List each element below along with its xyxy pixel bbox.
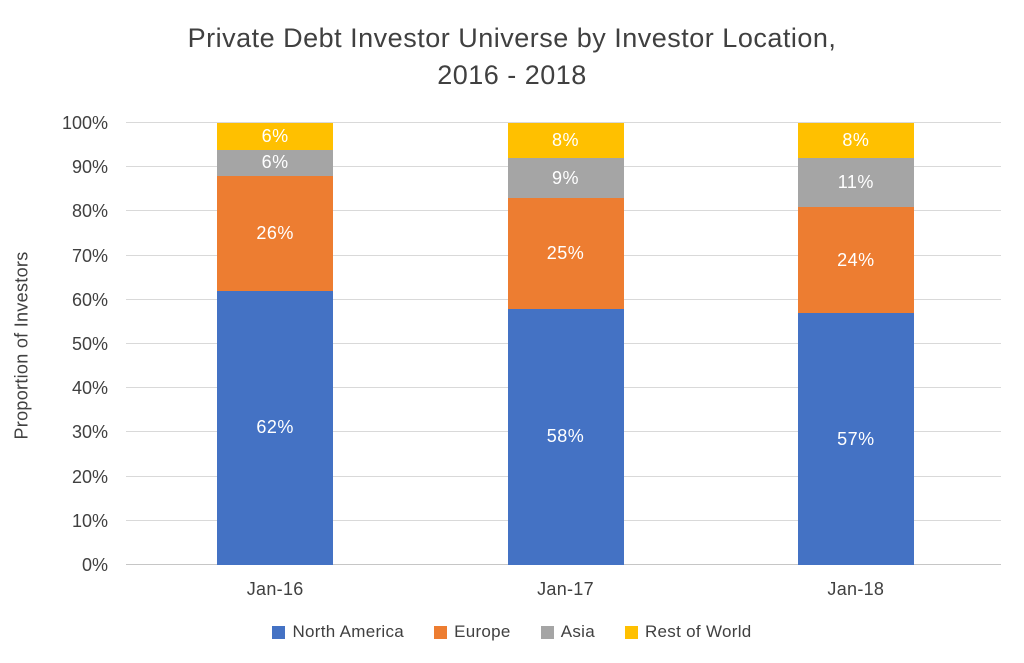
legend-item-europe: Europe	[434, 622, 511, 642]
gridline	[126, 122, 1001, 123]
legend-label: North America	[292, 622, 405, 641]
legend: North America Europe Asia Rest of World	[0, 622, 1024, 642]
bar-segment-rest-of-world: 6%	[217, 123, 334, 150]
y-tick-label: 0%	[81, 555, 108, 575]
y-axis-tick-labels: 0% 10% 20% 30% 40% 50% 60% 70% 80% 90% 100%	[0, 114, 108, 574]
legend-item-north-america: North America	[272, 622, 404, 642]
data-label: 6%	[261, 152, 289, 173]
y-tick-label: 10%	[71, 510, 108, 531]
x-tick-label-Jan-18: Jan-18	[827, 579, 885, 599]
data-label: 24%	[837, 249, 875, 270]
bar-segment-asia: 9%	[507, 158, 624, 199]
stacked-bar-Jan-16: 62% 26% 6% 6%	[217, 123, 334, 565]
data-label: 8%	[842, 130, 870, 151]
y-tick-label: 40%	[71, 378, 108, 399]
y-tick-label: 30%	[71, 422, 108, 443]
y-tick-label: 80%	[71, 201, 108, 222]
bar-segment-europe: 26%	[217, 176, 334, 291]
legend-label: Asia	[560, 622, 595, 641]
data-label: 26%	[256, 223, 294, 244]
legend-label: Rest of World	[644, 622, 752, 641]
legend-item-asia: Asia	[540, 622, 595, 642]
bar-segment-europe: 24%	[797, 206, 914, 314]
legend-swatch-icon	[434, 625, 448, 639]
bar-segment-rest-of-world: 8%	[507, 123, 624, 159]
legend-label: Europe	[454, 622, 511, 641]
stacked-bar-Jan-18: 57% 24% 11% 8%	[797, 123, 914, 565]
chart-title: Private Debt Investor Universe by Invest…	[187, 23, 837, 90]
data-label: 8%	[551, 130, 579, 151]
bar-segment-europe: 25%	[507, 198, 624, 309]
bar-segment-north-america: 57%	[797, 313, 914, 565]
y-tick-label: 90%	[71, 157, 108, 178]
data-label: 25%	[546, 242, 585, 263]
legend-item-rest-of-world: Rest of World	[624, 622, 752, 642]
plot-area: 62% 26% 6% 6% 58% 25% 9% 8% 57% 24% 11% 8%	[126, 122, 1001, 565]
data-label: 9%	[551, 167, 579, 188]
x-tick-label-Jan-17: Jan-17	[537, 579, 594, 599]
stacked-bar-Jan-17: 58% 25% 9% 8%	[507, 123, 624, 565]
data-label: 57%	[837, 428, 875, 449]
bar-segment-rest-of-world: 8%	[797, 123, 914, 159]
legend-swatch-icon	[540, 625, 554, 639]
bar-segment-asia: 6%	[217, 149, 334, 177]
legend-swatch-icon	[272, 625, 286, 639]
data-label: 62%	[256, 417, 294, 438]
y-tick-label: 60%	[71, 289, 108, 310]
x-tick-label-Jan-16: Jan-16	[246, 579, 304, 599]
y-tick-label: 100%	[61, 113, 108, 133]
y-tick-label: 50%	[71, 334, 108, 354]
bar-segment-asia: 11%	[797, 158, 914, 207]
bar-segment-north-america: 58%	[507, 308, 624, 565]
y-tick-label: 20%	[71, 466, 108, 487]
data-label: 6%	[261, 125, 289, 146]
y-tick-label: 70%	[71, 245, 108, 266]
data-label: 11%	[837, 172, 874, 193]
bar-segment-north-america: 62%	[217, 290, 334, 565]
legend-swatch-icon	[624, 625, 638, 639]
data-label: 58%	[546, 426, 585, 447]
